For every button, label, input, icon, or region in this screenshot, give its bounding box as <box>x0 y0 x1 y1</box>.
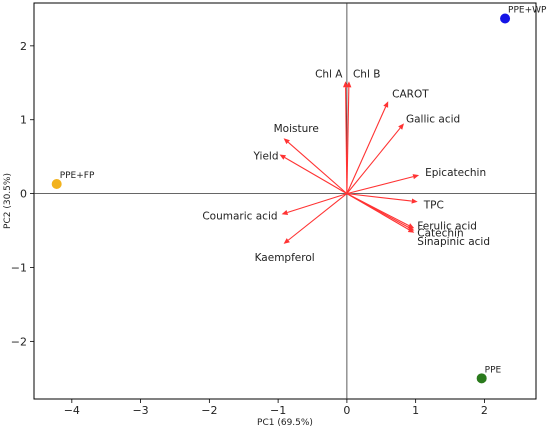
arrow-epicatechin <box>346 176 414 195</box>
y-tick-label: −1 <box>11 261 27 274</box>
variable-label-gallic-acid: Gallic acid <box>406 113 460 125</box>
arrow-yield <box>284 156 348 195</box>
arrowhead-epicatechin <box>412 174 420 180</box>
y-axis-label: PC2 (30.5%) <box>3 173 13 229</box>
sample-point-ppe-fp <box>51 179 62 190</box>
variable-label-epicatechin: Epicatechin <box>425 167 486 179</box>
arrowhead-tpc <box>411 198 418 204</box>
x-tick-label: −1 <box>270 404 286 417</box>
variable-label-sinapinic-acid: Sinapinic acid <box>417 236 490 248</box>
arrowhead-gallic-acid <box>398 123 404 130</box>
loading-arrows: Chl A Chl B CAROT Gallic acid Moisture Yield E… <box>202 68 490 264</box>
arrowhead-coumaric-acid <box>281 210 289 215</box>
arrowhead-kaempferol <box>283 238 290 244</box>
sample-label-ppe: PPE <box>485 365 502 375</box>
y-tick-label: 1 <box>20 114 27 127</box>
variable-label-ferulic-acid: Ferulic acid <box>417 220 477 232</box>
arrow-gallic-acid <box>346 127 401 194</box>
x-axis-label: PC1 (69.5%) <box>257 418 313 428</box>
arrow-kaempferol <box>287 193 348 241</box>
y-axis-ticks: −2 −1 0 1 2 <box>11 40 34 348</box>
x-tick-label: 2 <box>481 404 488 417</box>
sample-point-ppe <box>476 373 487 384</box>
arrow-tpc <box>346 193 412 202</box>
arrow-moisture <box>287 141 348 195</box>
variable-label-catechin: Catechin <box>417 228 463 240</box>
sample-points: PPE+WP PPE+FP PPE <box>51 6 547 384</box>
plot-frame <box>33 2 537 400</box>
x-tick-label: −2 <box>201 404 217 417</box>
arrow-chl-b <box>346 87 350 194</box>
y-tick-label: 2 <box>20 40 27 53</box>
variable-label-coumaric-acid: Coumaric acid <box>202 210 277 222</box>
variable-label-moisture: Moisture <box>274 123 319 135</box>
variable-label-kaempferol: Kaempferol <box>255 252 315 264</box>
variable-label-yield: Yield <box>252 150 278 162</box>
variable-label-chl-a: Chl A <box>315 68 343 80</box>
y-tick-label: −2 <box>11 335 27 348</box>
arrowhead-chl-b <box>346 81 352 88</box>
arrowhead-yield <box>279 154 286 160</box>
arrowhead-sinapinic-acid <box>407 227 415 233</box>
arrow-sinapinic-acid <box>346 193 410 231</box>
arrowhead-moisture <box>283 138 290 145</box>
x-tick-label: 1 <box>412 404 419 417</box>
sample-label-ppe-fp: PPE+FP <box>60 171 95 181</box>
x-tick-label: −3 <box>132 404 148 417</box>
y-tick-label: 0 <box>20 188 27 201</box>
x-tick-label: 0 <box>343 404 350 417</box>
arrowhead-carot <box>383 101 389 108</box>
sample-label-ppe-wp: PPE+WP <box>508 6 547 16</box>
variable-label-chl-b: Chl B <box>353 68 380 80</box>
sample-point-ppe-wp <box>500 13 511 24</box>
variable-label-tpc: TPC <box>423 200 444 212</box>
arrow-coumaric-acid <box>287 193 348 214</box>
x-axis-ticks: −4 −3 −2 −1 0 1 2 <box>64 399 488 417</box>
arrow-carot <box>346 106 387 194</box>
variable-label-carot: CAROT <box>392 88 429 100</box>
x-tick-label: −4 <box>64 404 80 417</box>
reference-lines <box>34 3 536 399</box>
